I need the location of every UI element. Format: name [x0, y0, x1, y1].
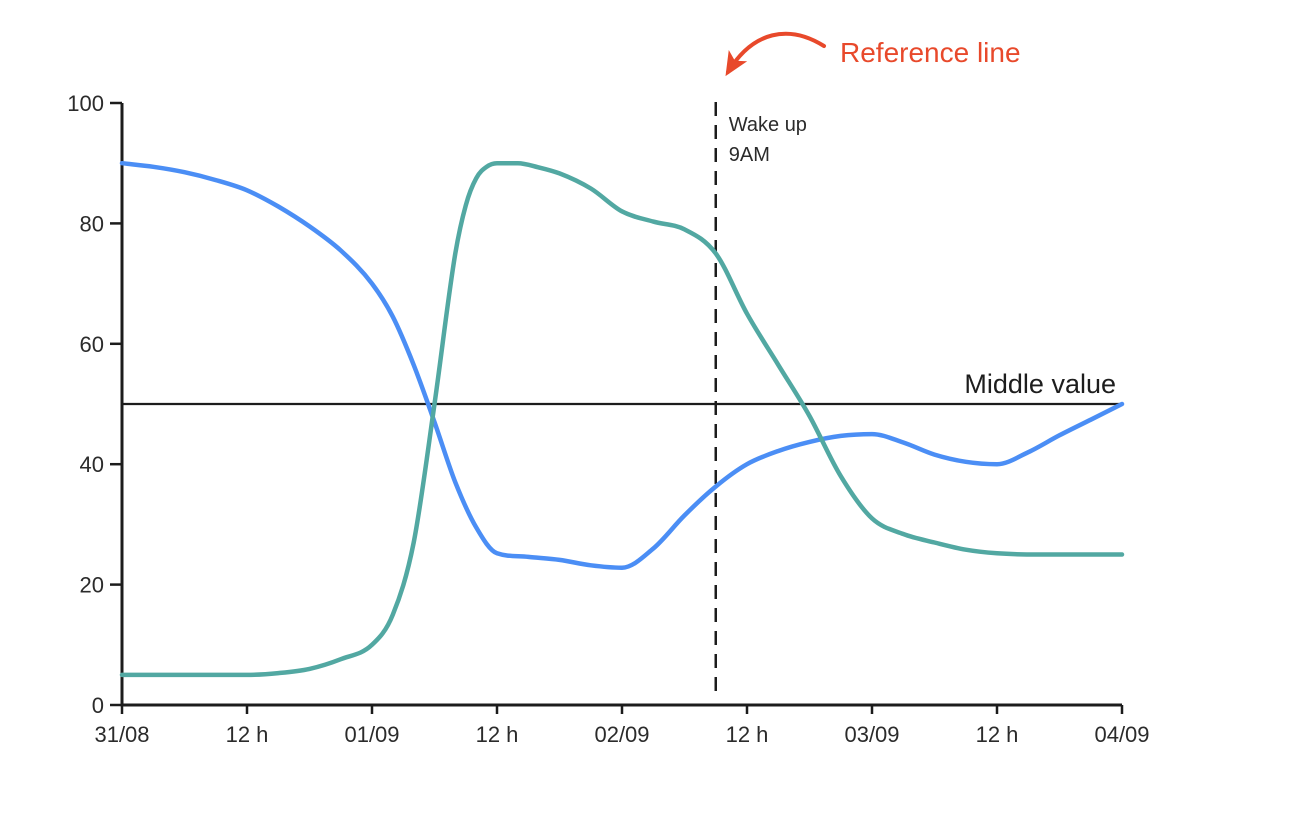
y-axis-ticks: 0 20 40 60 80 100: [67, 91, 122, 718]
middle-value-label: Middle value: [964, 369, 1116, 399]
annotation-label: Reference line: [840, 37, 1021, 68]
annotation-arrow-icon: [725, 31, 826, 77]
x-tick-label: 12 h: [226, 722, 269, 747]
x-tick-label: 04/09: [1094, 722, 1149, 747]
teal-series-line: [119, 160, 1125, 678]
x-tick-label: 31/08: [94, 722, 149, 747]
y-tick-label: 100: [67, 91, 104, 116]
x-tick-label: 03/09: [844, 722, 899, 747]
y-tick-label: 40: [80, 452, 104, 477]
wakeup-label-line2: 9AM: [729, 144, 770, 166]
wakeup-label-line1: Wake up: [729, 114, 807, 136]
y-tick-label: 80: [80, 211, 104, 236]
x-tick-label: 12 h: [476, 722, 519, 747]
blue-series-line: [119, 160, 1125, 570]
x-tick-label: 02/09: [594, 722, 649, 747]
x-tick-label: 12 h: [976, 722, 1019, 747]
y-tick-label: 60: [80, 332, 104, 357]
y-tick-label: 20: [80, 573, 104, 598]
x-tick-label: 12 h: [726, 722, 769, 747]
x-axis-ticks: 31/08 12 h 01/09 12 h 02/09 12 h 03/09 12 h 04/0…: [94, 705, 1150, 747]
y-tick-label: 0: [92, 693, 104, 718]
x-tick-label: 01/09: [344, 722, 399, 747]
